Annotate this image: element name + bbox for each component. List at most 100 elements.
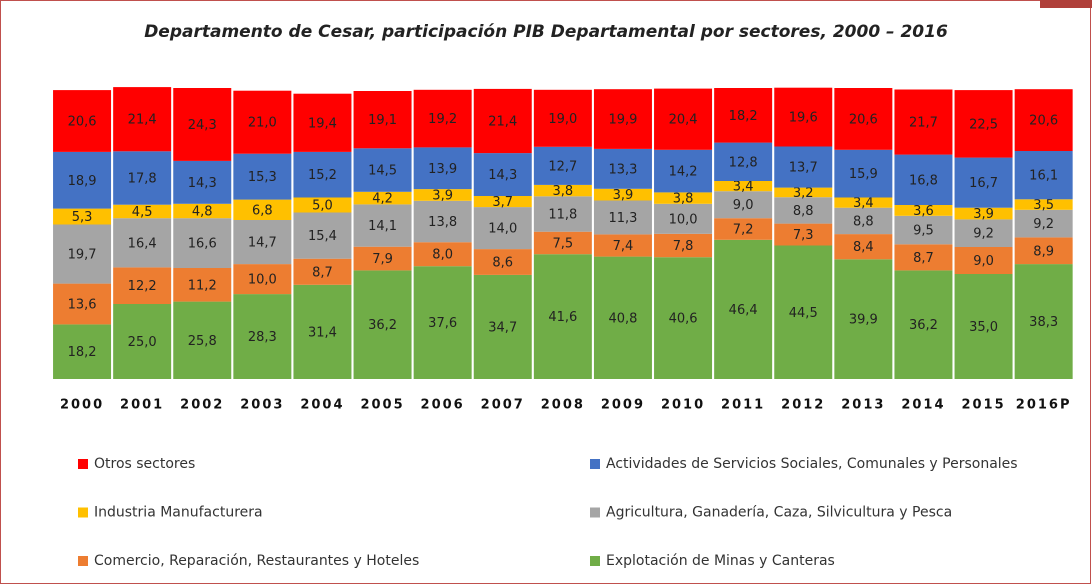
x-tick-label: 2011 [721, 398, 765, 413]
bar-segment [293, 212, 352, 259]
value-label: 21,4 [128, 113, 157, 128]
x-tick-label: 2001 [120, 398, 164, 413]
value-label: 14,7 [248, 236, 277, 251]
value-label: 19,4 [308, 116, 337, 131]
value-label: 14,0 [488, 222, 517, 237]
value-label: 39,9 [849, 313, 878, 328]
x-tick-label: 2008 [541, 398, 585, 413]
legend-swatch [78, 459, 88, 469]
value-label: 19,6 [789, 111, 818, 126]
value-label: 16,7 [969, 176, 998, 191]
value-label: 4,2 [372, 192, 393, 207]
value-label: 8,4 [853, 240, 874, 255]
bar-segment [413, 242, 472, 267]
value-label: 3,6 [913, 204, 934, 219]
value-label: 40,8 [608, 311, 637, 326]
bar-segment [533, 146, 592, 185]
bar-segment [473, 274, 532, 379]
bar-segment [593, 89, 652, 149]
bar-segment [654, 257, 713, 379]
value-label: 19,0 [548, 112, 577, 127]
value-label: 36,2 [368, 318, 397, 333]
bar-segment [113, 267, 172, 304]
value-label: 18,2 [729, 109, 758, 124]
bar-segment [654, 203, 713, 234]
bar-segment [834, 259, 893, 379]
bar-segment [533, 254, 592, 379]
legend-label: Actividades de Servicios Sociales, Comun… [606, 456, 1018, 472]
bar-segment [293, 258, 352, 285]
value-label: 17,8 [128, 172, 157, 187]
bar-segment [774, 87, 833, 147]
value-label: 14,5 [368, 164, 397, 179]
value-label: 22,5 [969, 117, 998, 132]
bar-segment [714, 218, 773, 240]
legend-label: Industria Manufacturera [94, 505, 263, 521]
bar-segment [113, 218, 172, 268]
bar-segment [233, 90, 292, 154]
value-label: 25,8 [188, 334, 217, 349]
value-label: 19,7 [68, 248, 97, 263]
bar-segment [654, 233, 713, 258]
bar-segment [593, 148, 652, 189]
bar-segment [714, 181, 773, 192]
value-label: 3,9 [432, 188, 453, 203]
value-label: 3,2 [793, 186, 814, 201]
x-tick-label: 2004 [300, 398, 344, 413]
bar-segment [894, 270, 953, 379]
value-label: 20,6 [68, 115, 97, 130]
bar-segment [533, 196, 592, 232]
value-label: 9,2 [973, 227, 994, 242]
value-label: 7,2 [733, 223, 754, 238]
value-label: 3,4 [853, 196, 874, 211]
value-label: 12,7 [548, 159, 577, 174]
bar-segment [774, 223, 833, 246]
bar-segment [413, 200, 472, 243]
x-tick-label: 2015 [961, 398, 1005, 413]
bar-segment [233, 264, 292, 295]
value-label: 14,3 [488, 168, 517, 183]
bar-segment [233, 220, 292, 265]
value-label: 21,4 [488, 115, 517, 130]
bar-segment [654, 192, 713, 204]
chart-title: Departamento de Cesar, participación PIB… [144, 22, 948, 42]
legend-swatch [590, 556, 600, 566]
value-label: 16,6 [188, 237, 217, 252]
bar-segment [593, 188, 652, 201]
value-label: 31,4 [308, 325, 337, 340]
bar-segment [894, 205, 953, 216]
bar-segment [1014, 89, 1073, 151]
bar-segment [413, 189, 472, 201]
bar-segment [834, 207, 893, 235]
bar-segment [714, 239, 773, 379]
bar-segment [293, 93, 352, 152]
bar-segment [894, 154, 953, 205]
bar-segment [834, 149, 893, 198]
bar-segment [353, 246, 412, 271]
x-tick-label: 2005 [360, 398, 404, 413]
value-label: 10,0 [669, 212, 698, 227]
bar-segment [954, 219, 1013, 247]
value-label: 9,0 [973, 254, 994, 269]
value-label: 38,3 [1029, 315, 1058, 330]
value-label: 16,4 [128, 236, 157, 251]
bar-segment [954, 247, 1013, 274]
value-label: 9,2 [1033, 217, 1054, 232]
value-label: 15,2 [308, 168, 337, 183]
value-label: 13,9 [428, 162, 457, 177]
legend-label: Agricultura, Ganadería, Caza, Silvicultu… [606, 505, 952, 521]
value-label: 28,3 [248, 330, 277, 345]
bar-segment [53, 208, 112, 225]
bar-segment [473, 207, 532, 250]
value-label: 19,9 [608, 113, 637, 128]
value-label: 40,6 [669, 312, 698, 327]
value-label: 20,6 [1029, 114, 1058, 129]
value-label: 20,4 [669, 113, 698, 128]
bar-segment [353, 148, 412, 192]
value-label: 36,2 [909, 318, 938, 333]
bar-segment [834, 234, 893, 260]
value-label: 25,0 [128, 335, 157, 350]
value-label: 7,8 [673, 239, 694, 254]
x-tick-label: 2007 [481, 398, 525, 413]
value-label: 21,7 [909, 116, 938, 131]
